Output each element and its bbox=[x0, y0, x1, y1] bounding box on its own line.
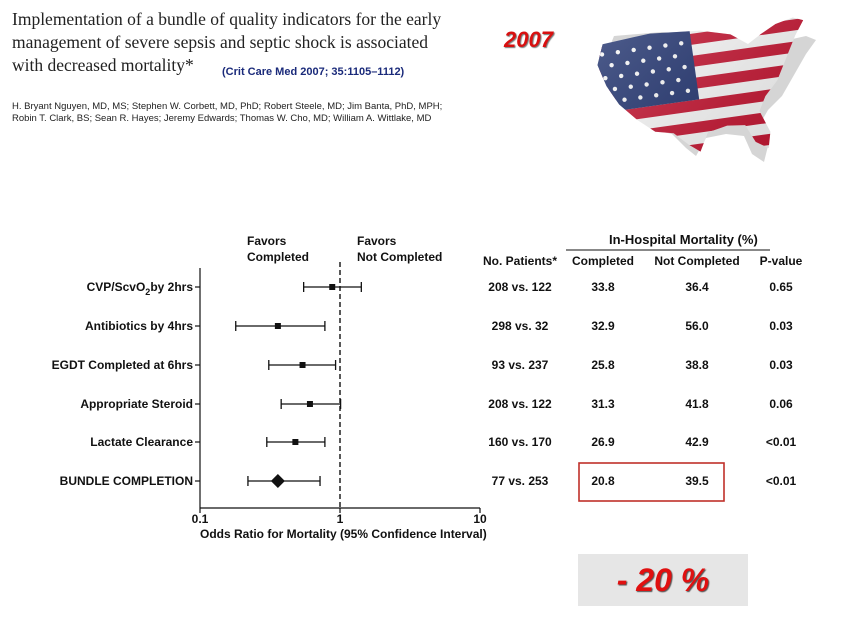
year-label: 2007 bbox=[504, 27, 553, 52]
table-column-header: No. Patients* bbox=[483, 254, 557, 268]
table-group-header: In-Hospital Mortality (%) bbox=[609, 232, 758, 247]
author-list: H. Bryant Nguyen, MD, MS; Stephen W. Cor… bbox=[12, 101, 443, 124]
cell-p-value: 0.06 bbox=[769, 397, 793, 411]
cell-patients: 77 vs. 253 bbox=[492, 474, 549, 488]
article-title: Implementation of a bundle of quality in… bbox=[12, 9, 442, 75]
cell-p-value: 0.65 bbox=[769, 280, 793, 294]
table-column-header: Completed bbox=[572, 254, 634, 268]
odds-ratio-point bbox=[274, 323, 281, 329]
journal-citation: (Crit Care Med 2007; 35:1105–1112) bbox=[222, 66, 405, 78]
cell-patients: 208 vs. 122 bbox=[488, 397, 552, 411]
cell-not-completed: 41.8 bbox=[685, 397, 709, 411]
cell-p-value: 0.03 bbox=[769, 319, 793, 333]
x-axis-label: Odds Ratio for Mortality (95% Confidence… bbox=[200, 527, 487, 541]
row-label: Antibiotics by 4hrs bbox=[85, 319, 193, 333]
cell-not-completed: 39.5 bbox=[685, 474, 709, 488]
cell-p-value: 0.03 bbox=[769, 358, 793, 372]
favors-completed-line1: Favors bbox=[247, 234, 287, 248]
cell-not-completed: 36.4 bbox=[685, 280, 709, 294]
cell-completed: 32.9 bbox=[591, 319, 615, 333]
x-tick-label: 1 bbox=[337, 512, 344, 526]
row-label: BUNDLE COMPLETION bbox=[60, 474, 193, 488]
favors-not-completed-line2: Not Completed bbox=[357, 250, 442, 264]
cell-completed: 20.8 bbox=[591, 474, 615, 488]
odds-ratio-point bbox=[299, 362, 306, 368]
cell-patients: 208 vs. 122 bbox=[488, 280, 552, 294]
cell-p-value: <0.01 bbox=[766, 474, 797, 488]
cell-completed: 33.8 bbox=[591, 280, 615, 294]
cell-completed: 25.8 bbox=[591, 358, 615, 372]
row-label: CVP/ScvO2by 2hrs bbox=[87, 280, 194, 297]
table-column-header: P-value bbox=[760, 254, 803, 268]
cell-not-completed: 42.9 bbox=[685, 435, 709, 449]
x-tick-label: 10 bbox=[473, 512, 487, 526]
favors-not-completed-line1: Favors bbox=[357, 234, 397, 248]
cell-patients: 298 vs. 32 bbox=[492, 319, 549, 333]
odds-ratio-point bbox=[306, 401, 313, 407]
row-label: EGDT Completed at 6hrs bbox=[52, 358, 194, 372]
usa-flag-map-icon bbox=[594, 12, 821, 171]
row-label: Lactate Clearance bbox=[90, 435, 193, 449]
cell-completed: 26.9 bbox=[591, 435, 615, 449]
odds-ratio-diamond bbox=[270, 474, 285, 488]
cell-completed: 31.3 bbox=[591, 397, 615, 411]
row-label: Appropriate Steroid bbox=[80, 397, 193, 411]
odds-ratio-point bbox=[292, 439, 299, 445]
mortality-reduction-badge: - 20 % bbox=[578, 554, 748, 606]
x-tick-label: 0.1 bbox=[192, 512, 209, 526]
odds-ratio-point bbox=[329, 284, 336, 290]
table-column-header: Not Completed bbox=[654, 254, 739, 268]
cell-p-value: <0.01 bbox=[766, 435, 797, 449]
cell-not-completed: 56.0 bbox=[685, 319, 709, 333]
favors-completed-line2: Completed bbox=[247, 250, 309, 264]
cell-patients: 93 vs. 237 bbox=[492, 358, 549, 372]
mortality-reduction-text: - 20 % bbox=[616, 561, 710, 598]
cell-not-completed: 38.8 bbox=[685, 358, 709, 372]
cell-patients: 160 vs. 170 bbox=[488, 435, 552, 449]
highlight-box bbox=[578, 462, 725, 502]
